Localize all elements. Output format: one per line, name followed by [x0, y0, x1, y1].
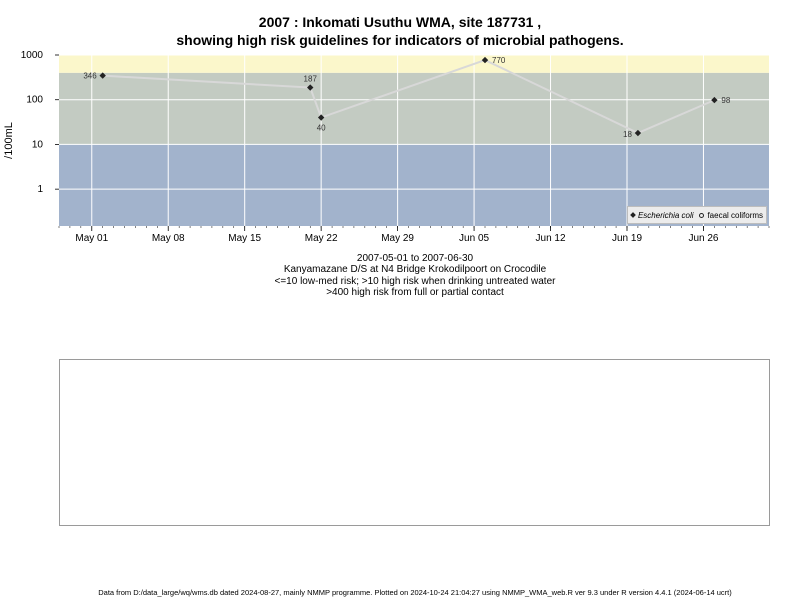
data-point — [317, 114, 325, 121]
data-label: 98 — [721, 96, 730, 105]
risk-band-1 — [59, 72, 769, 145]
chart-subtitle: showing high risk guidelines for indicat… — [176, 32, 624, 48]
risk-band-2 — [59, 55, 769, 73]
x-tick-label: May 29 — [381, 233, 414, 244]
chart-title: 2007 : Inkomati Usuthu WMA, site 187731 … — [258, 14, 542, 30]
series-line — [102, 58, 715, 135]
x-tick-label: May 01 — [75, 233, 108, 244]
x-tick-label: Jun 26 — [688, 233, 718, 244]
y-tick-label: 1000 — [21, 50, 44, 61]
site-caption: Kanyamazane D/S at N4 Bridge Krokodilpoo… — [283, 264, 547, 275]
circle-marker-icon — [699, 212, 705, 218]
footer-note: Data from D:/data_large/wq/wms.db dated … — [98, 588, 732, 597]
y-tick-label: 10 — [32, 139, 44, 150]
x-tick-label: Jun 19 — [612, 233, 642, 244]
data-point — [634, 129, 642, 137]
data-label: 18 — [623, 130, 632, 139]
legend-label: Escherichia coli — [637, 210, 694, 220]
x-tick-label: May 15 — [228, 233, 261, 244]
y-tick-label: 1 — [37, 184, 43, 195]
data-label: 770 — [492, 56, 506, 65]
x-tick-label: May 08 — [152, 233, 185, 244]
x-tick-label: May 22 — [305, 233, 338, 244]
y-tick-label: 100 — [26, 95, 43, 106]
data-label: 346 — [83, 72, 97, 81]
data-label: 187 — [304, 75, 318, 84]
y-axis-label: /100mL — [3, 122, 15, 159]
diamond-marker-icon — [630, 212, 636, 218]
data-point — [307, 84, 314, 91]
guideline-caption-2: >400 high risk from full or partial cont… — [326, 287, 504, 298]
guideline-caption-1: <=10 low-med risk; >10 high risk when dr… — [274, 276, 556, 287]
legend-item-faecal-coliforms: faecal coliforms — [699, 211, 763, 220]
data-point — [481, 56, 489, 64]
legend-item-ecoli: Escherichia coli — [630, 210, 694, 220]
date-range-caption: 2007-05-01 to 2007-06-30 — [356, 253, 474, 264]
data-label: 40 — [317, 124, 326, 133]
legend-label: faecal coliforms — [707, 210, 764, 220]
data-point — [711, 96, 718, 104]
chart-legend: Escherichia coli faecal coliforms — [627, 206, 767, 224]
empty-plot-panel — [59, 359, 770, 526]
x-tick-label: Jun 12 — [536, 233, 566, 244]
x-tick-label: Jun 05 — [459, 233, 489, 244]
data-point — [99, 72, 106, 79]
